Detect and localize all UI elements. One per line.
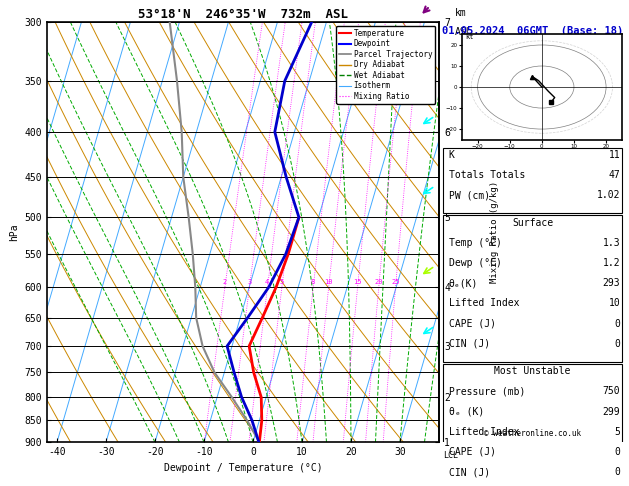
- Text: 25: 25: [391, 279, 399, 285]
- Text: km: km: [455, 8, 467, 17]
- Text: Surface: Surface: [512, 218, 553, 228]
- Text: 11: 11: [608, 150, 620, 160]
- Text: 47: 47: [608, 170, 620, 180]
- Text: 0: 0: [615, 339, 620, 349]
- Text: 750: 750: [603, 386, 620, 397]
- Text: Temp (°C): Temp (°C): [448, 238, 501, 248]
- Text: 3: 3: [247, 279, 252, 285]
- Text: 4: 4: [265, 279, 269, 285]
- Text: 5: 5: [279, 279, 284, 285]
- Y-axis label: hPa: hPa: [9, 223, 19, 241]
- Text: 293: 293: [603, 278, 620, 288]
- Text: 5: 5: [615, 427, 620, 437]
- Text: 10: 10: [324, 279, 333, 285]
- Bar: [443, 148, 622, 213]
- Text: 1.02: 1.02: [597, 191, 620, 200]
- Text: 2: 2: [223, 279, 227, 285]
- Text: Mixing Ratio (g/kg): Mixing Ratio (g/kg): [489, 181, 499, 283]
- X-axis label: Dewpoint / Temperature (°C): Dewpoint / Temperature (°C): [164, 463, 323, 473]
- Text: 15: 15: [353, 279, 362, 285]
- Text: CIN (J): CIN (J): [448, 339, 489, 349]
- Text: 0: 0: [615, 319, 620, 329]
- Text: LCL: LCL: [443, 451, 458, 460]
- Text: Totals Totals: Totals Totals: [448, 170, 525, 180]
- Text: 0: 0: [615, 467, 620, 477]
- Bar: [443, 215, 622, 362]
- Text: θₑ (K): θₑ (K): [448, 406, 484, 417]
- Text: CAPE (J): CAPE (J): [448, 319, 496, 329]
- Text: Most Unstable: Most Unstable: [494, 366, 571, 376]
- Text: Dewp (°C): Dewp (°C): [448, 258, 501, 268]
- Text: 1.2: 1.2: [603, 258, 620, 268]
- Text: CIN (J): CIN (J): [448, 467, 489, 477]
- Text: K: K: [448, 150, 454, 160]
- Text: Pressure (mb): Pressure (mb): [448, 386, 525, 397]
- Text: 1.3: 1.3: [603, 238, 620, 248]
- Text: 0: 0: [615, 447, 620, 457]
- Text: CAPE (J): CAPE (J): [448, 447, 496, 457]
- Text: 01.05.2024  06GMT  (Base: 18): 01.05.2024 06GMT (Base: 18): [442, 26, 623, 36]
- Text: © weatheronline.co.uk: © weatheronline.co.uk: [484, 429, 581, 438]
- Text: ASL: ASL: [455, 27, 472, 36]
- Text: 10: 10: [608, 298, 620, 309]
- Bar: [443, 364, 622, 486]
- Text: θₑ(K): θₑ(K): [448, 278, 478, 288]
- Text: Lifted Index: Lifted Index: [448, 298, 519, 309]
- Text: 8: 8: [311, 279, 315, 285]
- Legend: Temperature, Dewpoint, Parcel Trajectory, Dry Adiabat, Wet Adiabat, Isotherm, Mi: Temperature, Dewpoint, Parcel Trajectory…: [336, 26, 435, 104]
- Text: Lifted Index: Lifted Index: [448, 427, 519, 437]
- Title: 53°18'N  246°35'W  732m  ASL: 53°18'N 246°35'W 732m ASL: [138, 8, 348, 21]
- Text: 20: 20: [374, 279, 383, 285]
- Text: 299: 299: [603, 406, 620, 417]
- Text: PW (cm): PW (cm): [448, 191, 489, 200]
